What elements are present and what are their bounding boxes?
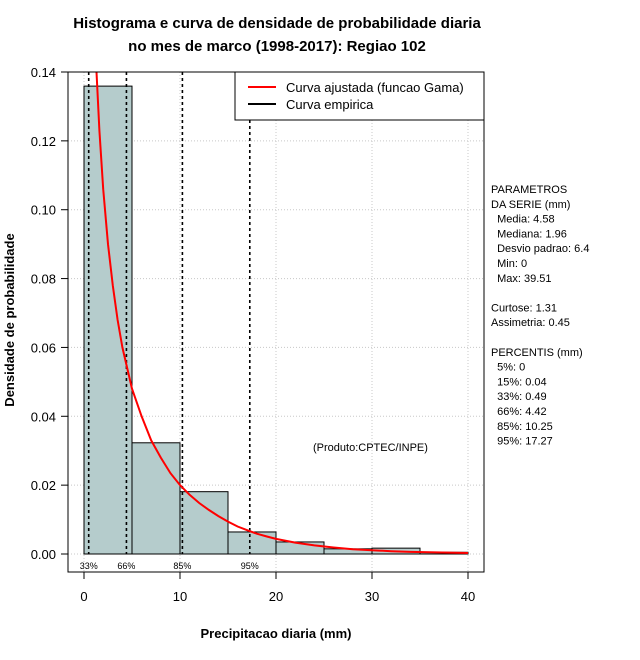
y-tick-label: 0.00 bbox=[31, 547, 56, 562]
chart-title-line-1: Histograma e curva de densidade de proba… bbox=[73, 15, 481, 32]
x-tick-label: 0 bbox=[80, 589, 87, 604]
histogram-bar-1 bbox=[83, 85, 133, 555]
stats-panel-line: Mediana: 1.96 bbox=[491, 228, 567, 240]
stats-panel-line: Desvio padrao: 6.4 bbox=[491, 243, 589, 255]
y-tick-label: 0.14 bbox=[31, 65, 56, 80]
percentile-lines: 33% 66% 85% 95% bbox=[80, 72, 259, 571]
legend-fitted-label: Curva ajustada (funcao Gama) bbox=[286, 80, 464, 95]
x-tick-label: 40 bbox=[461, 589, 475, 604]
histogram-bar-2 bbox=[131, 442, 181, 555]
axes: 0 10 20 30 40 0.00 0.02 0.04 0.06 0.08 0.10 0.12 0.1… bbox=[31, 65, 476, 604]
product-credit: (Produto:CPTEC/INPE) bbox=[313, 442, 428, 454]
stats-panel-line: 85%: 10.25 bbox=[491, 421, 553, 433]
chart-title-line-2: no mes de marco (1998-2017): Regiao 102 bbox=[128, 38, 426, 55]
stats-panel-line: 15%: 0.04 bbox=[491, 376, 547, 388]
stats-panel-line: Curtose: 1.31 bbox=[491, 302, 557, 314]
stats-panel-line: 95%: 17.27 bbox=[491, 436, 553, 448]
percentile-label-66: 66% bbox=[117, 561, 135, 571]
stats-panel-line: 5%: 0 bbox=[491, 362, 525, 374]
percentile-label-85: 85% bbox=[173, 561, 191, 571]
stats-panel-line: 33%: 0.49 bbox=[491, 391, 547, 403]
legend: Curva ajustada (funcao Gama) Curva empir… bbox=[234, 71, 485, 121]
stats-panel-line: Media: 4.58 bbox=[491, 214, 555, 226]
y-axis-title: Densidade de probabilidade bbox=[2, 233, 17, 406]
y-tick-label: 0.02 bbox=[31, 478, 56, 493]
y-tick-label: 0.08 bbox=[31, 272, 56, 287]
stats-panel-line: PARAMETROS bbox=[491, 184, 567, 196]
x-axis-title: Precipitacao diaria (mm) bbox=[201, 626, 352, 641]
legend-box bbox=[234, 71, 485, 121]
x-tick-label: 30 bbox=[365, 589, 379, 604]
histogram-bar-4 bbox=[227, 531, 277, 555]
percentile-label-95: 95% bbox=[241, 561, 259, 571]
stats-panel-line: Max: 39.51 bbox=[491, 273, 552, 285]
fitted-gamma-curve bbox=[95, 72, 469, 554]
y-tick-label: 0.06 bbox=[31, 340, 56, 355]
stats-panel-line: PERCENTIS (mm) bbox=[491, 347, 583, 359]
y-tick-label: 0.04 bbox=[31, 409, 56, 424]
x-tick-label: 20 bbox=[269, 589, 283, 604]
curve-layer bbox=[95, 72, 469, 554]
y-tick-label: 0.12 bbox=[31, 134, 56, 149]
y-tick-label: 0.10 bbox=[31, 203, 56, 218]
histogram-bars bbox=[83, 85, 469, 555]
stats-panel-line: 66%: 4.42 bbox=[491, 406, 547, 418]
stats-panel-line: Min: 0 bbox=[491, 258, 527, 270]
stats-panel-line: DA SERIE (mm) bbox=[491, 199, 570, 211]
histogram-bar-3 bbox=[179, 491, 229, 555]
legend-empirical-label: Curva empirica bbox=[286, 97, 374, 112]
x-tick-label: 10 bbox=[173, 589, 187, 604]
stats-panel-line: Assimetria: 0.45 bbox=[491, 317, 570, 329]
percentile-label-33: 33% bbox=[80, 561, 98, 571]
stats-panel: PARAMETROS DA SERIE (mm) Media: 4.58 Medi… bbox=[491, 184, 589, 448]
